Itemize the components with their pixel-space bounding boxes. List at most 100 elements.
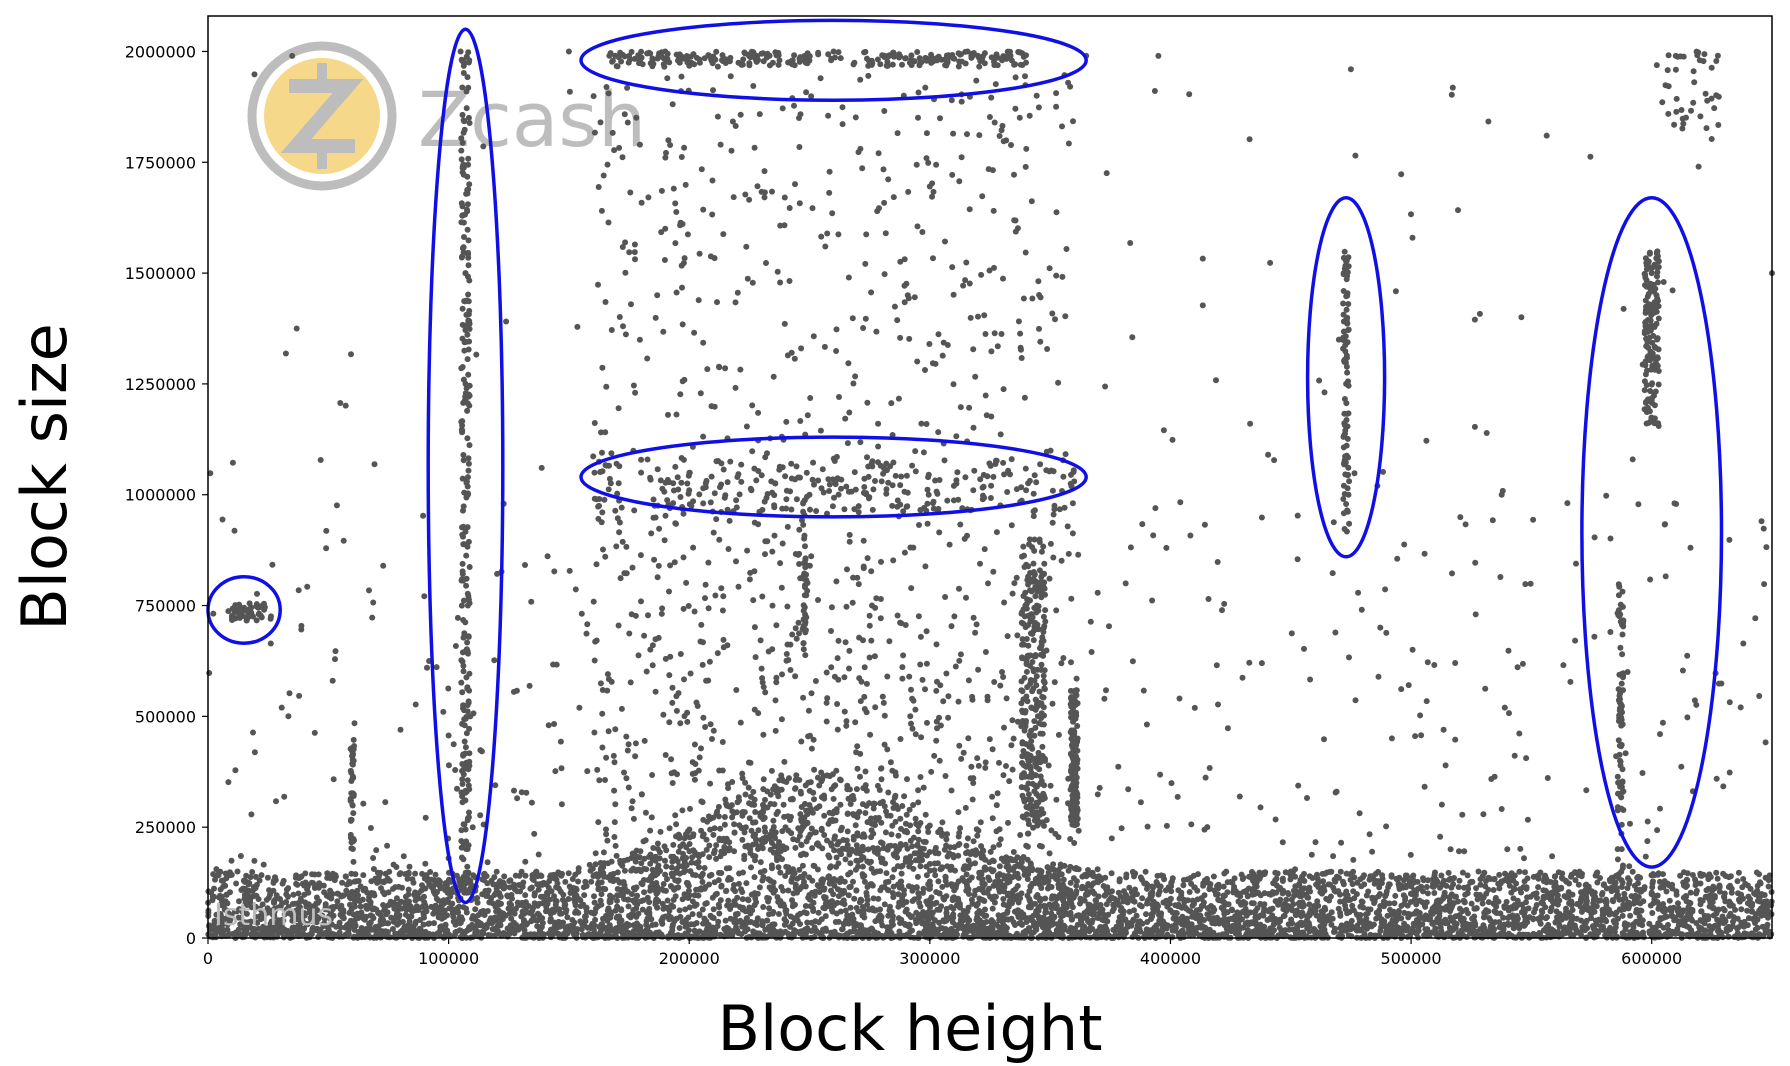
data-point (1666, 897, 1673, 904)
data-point (1078, 885, 1085, 892)
data-point (1312, 907, 1319, 914)
data-point (410, 879, 417, 886)
data-point (1491, 875, 1498, 882)
data-point (621, 886, 628, 893)
data-point (592, 861, 599, 868)
data-point (1726, 926, 1733, 933)
data-point (1282, 869, 1289, 876)
data-point (1465, 910, 1471, 917)
data-point (1727, 902, 1734, 909)
data-point (688, 921, 694, 928)
data-point (762, 796, 768, 803)
data-point (1765, 908, 1772, 915)
data-point (395, 883, 402, 890)
data-point (562, 878, 569, 885)
data-point (815, 909, 822, 916)
data-point (1244, 927, 1251, 933)
data-point (652, 887, 659, 894)
data-point (1304, 914, 1311, 921)
data-point (1155, 903, 1162, 910)
data-point (1558, 874, 1565, 881)
data-point (1210, 908, 1217, 915)
data-point (444, 927, 451, 934)
data-point (890, 799, 896, 806)
data-point (573, 892, 580, 899)
data-point (1250, 900, 1257, 907)
data-point (1445, 869, 1452, 876)
data-point (826, 854, 833, 861)
data-point (1603, 929, 1610, 936)
data-point (1180, 934, 1187, 940)
data-point (1437, 884, 1443, 891)
data-point (1388, 911, 1395, 918)
data-point (1558, 885, 1565, 892)
data-point (883, 808, 889, 815)
data-point (1655, 870, 1662, 877)
data-point (1725, 933, 1732, 940)
data-point (412, 889, 419, 896)
data-point (1328, 921, 1335, 928)
data-point (806, 874, 813, 881)
data-point (419, 895, 426, 902)
data-point (796, 777, 803, 783)
data-point (342, 873, 349, 880)
zcash-z-icon (280, 63, 364, 169)
data-point (1424, 929, 1431, 936)
data-point (1721, 894, 1728, 901)
data-point (1382, 893, 1389, 900)
data-point (547, 918, 554, 925)
data-point (1552, 919, 1559, 926)
data-point (844, 810, 851, 817)
data-point (887, 903, 893, 910)
data-point (718, 882, 725, 889)
data-point (669, 873, 676, 880)
data-point (699, 879, 706, 885)
data-point (1098, 875, 1105, 882)
data-point (844, 828, 851, 835)
data-point (1609, 897, 1616, 904)
data-point (1514, 902, 1521, 909)
data-point (1340, 878, 1346, 885)
data-point (1745, 915, 1752, 922)
data-point (981, 864, 988, 871)
data-point (412, 870, 419, 877)
data-point (833, 806, 840, 813)
data-point (899, 803, 906, 809)
data-point (1376, 884, 1383, 891)
data-point (1309, 875, 1316, 881)
data-point (858, 922, 864, 929)
data-point (831, 847, 838, 854)
data-point (1698, 908, 1705, 915)
data-point (696, 864, 702, 871)
data-point (868, 865, 875, 872)
data-point (557, 888, 564, 895)
data-point (831, 835, 838, 842)
data-point (768, 862, 775, 869)
data-point (1377, 903, 1384, 909)
data-point (883, 870, 890, 877)
data-point (546, 878, 553, 885)
data-point (1172, 902, 1179, 909)
data-point (1220, 898, 1227, 905)
data-point (1131, 873, 1137, 880)
data-point (582, 913, 589, 920)
data-point (643, 866, 650, 873)
data-point (833, 767, 840, 774)
data-point (1495, 898, 1502, 905)
data-point (1738, 893, 1745, 900)
data-point (535, 910, 541, 917)
data-point (521, 918, 527, 925)
data-point (1363, 892, 1370, 899)
data-point (1693, 890, 1700, 897)
data-point (460, 904, 467, 911)
data-point (501, 873, 508, 880)
data-point (987, 866, 994, 873)
data-point (1108, 870, 1115, 877)
data-point (396, 871, 403, 878)
data-point (1139, 895, 1146, 902)
data-point (544, 889, 550, 896)
data-point (1438, 872, 1445, 879)
data-point (1409, 876, 1416, 883)
data-point (469, 923, 476, 929)
data-point (1421, 916, 1428, 923)
